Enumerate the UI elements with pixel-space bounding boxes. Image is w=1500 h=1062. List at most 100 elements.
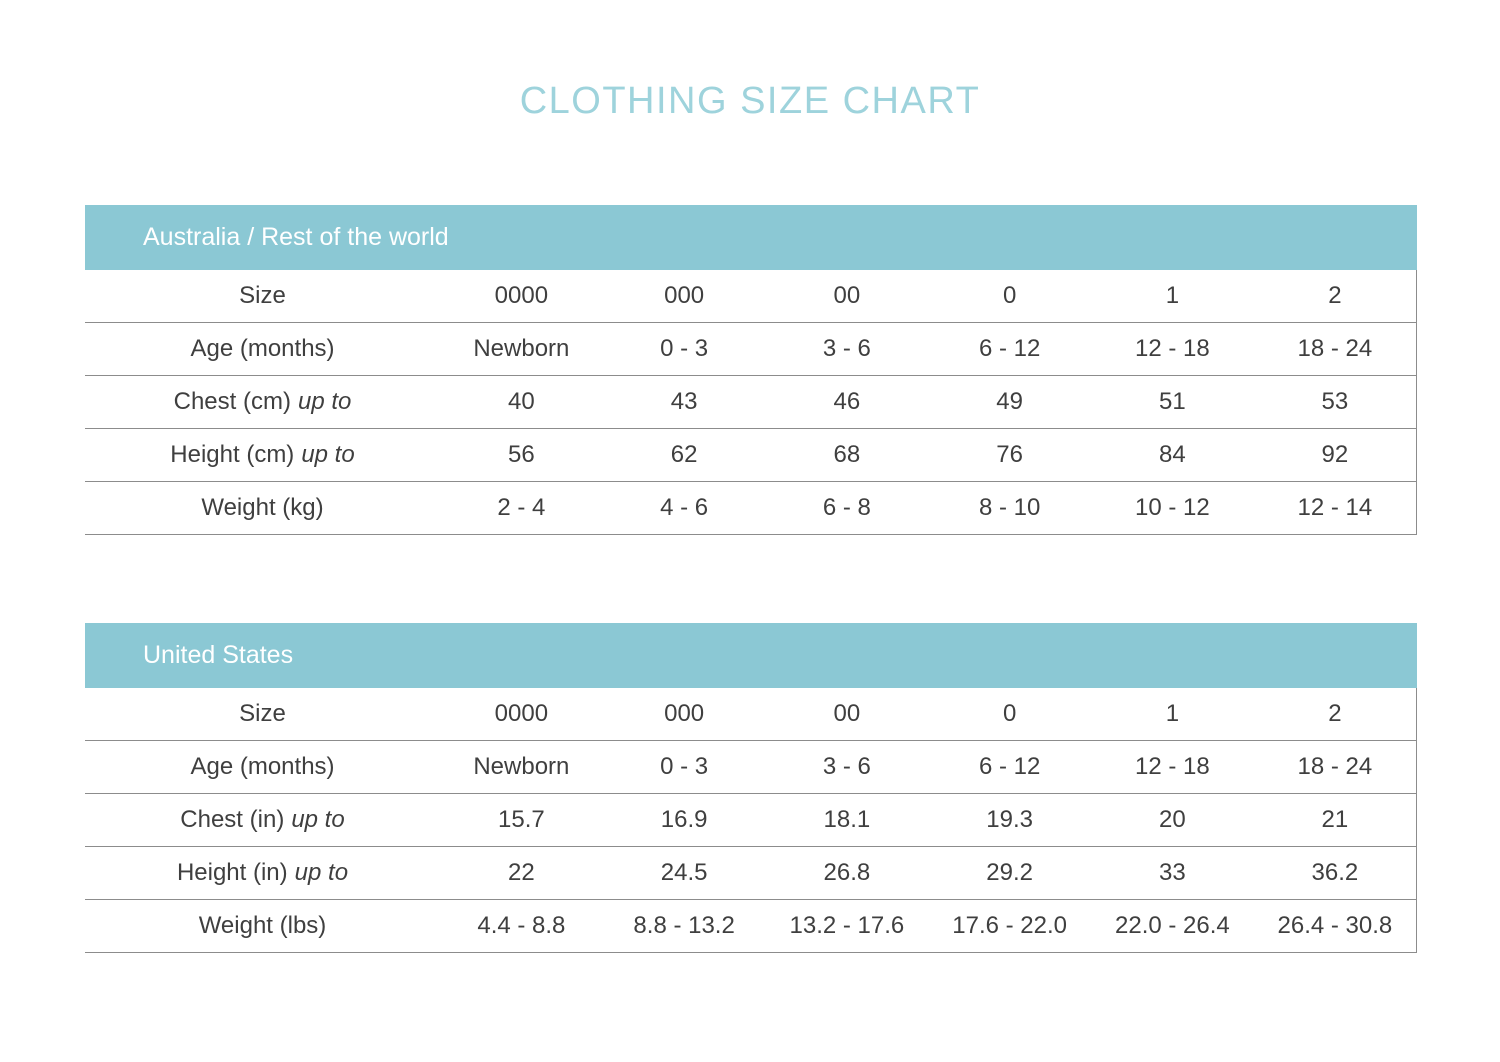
- table-cell: 18 - 24: [1253, 740, 1417, 794]
- table-cell: 92: [1253, 428, 1417, 482]
- table-section-united-states: United States Size 0000 000 00 0 1 2 Age (month…: [85, 623, 1417, 953]
- table-cell: 13.2 - 17.6: [765, 899, 929, 953]
- size-table-australia: Size 0000 000 00 0 1 2 Age (months) Newborn 0 - 3…: [85, 270, 1417, 535]
- table-cell: 24.5: [602, 846, 766, 900]
- row-label-text: Weight (lbs): [198, 912, 327, 939]
- table-cell: 62: [602, 428, 766, 482]
- table-row: Height (cm) up to 56 62 68 76 84 92: [85, 428, 1417, 482]
- table-cell: 8 - 10: [928, 481, 1091, 535]
- table-cell: 56: [440, 428, 603, 482]
- row-label-text: Height (in): [176, 859, 288, 886]
- table-cell: 000: [602, 270, 766, 323]
- row-label: Weight (kg): [85, 481, 440, 535]
- table-cell: 0: [928, 270, 1091, 323]
- row-label-qualifier: up to: [294, 859, 349, 886]
- table-cell: 22.0 - 26.4: [1091, 899, 1254, 953]
- table-cell: 6 - 8: [765, 481, 929, 535]
- table-cell: 29.2: [928, 846, 1091, 900]
- table-cell: Newborn: [440, 322, 603, 376]
- row-label: Age (months): [85, 322, 440, 376]
- table-cell: 2 - 4: [440, 481, 603, 535]
- row-label-text: Size: [239, 700, 286, 727]
- table-cell: 40: [440, 375, 603, 429]
- row-label: Height (cm) up to: [85, 428, 440, 482]
- row-label-text: Chest (cm): [173, 388, 291, 415]
- row-label: Size: [85, 270, 440, 323]
- row-label-text: Height (cm): [170, 441, 295, 468]
- table-row: Height (in) up to 22 24.5 26.8 29.2 33 36.2: [85, 846, 1417, 900]
- table-cell: 84: [1091, 428, 1254, 482]
- table-cell: 33: [1091, 846, 1254, 900]
- table-cell: 12 - 14: [1253, 481, 1417, 535]
- table-section-australia: Australia / Rest of the world Size 0000 00…: [85, 205, 1417, 535]
- table-row: Size 0000 000 00 0 1 2: [85, 270, 1417, 323]
- table-cell: 15.7: [440, 793, 603, 847]
- table-cell: 1: [1091, 270, 1254, 323]
- table-cell: 0: [928, 688, 1091, 741]
- table-row: Chest (cm) up to 40 43 46 49 51 53: [85, 375, 1417, 429]
- table-cell: 000: [602, 688, 766, 741]
- row-label-text: Size: [239, 282, 286, 309]
- table-cell: 43: [602, 375, 766, 429]
- row-label-text: Weight (kg): [201, 494, 324, 521]
- row-label: Height (in) up to: [85, 846, 440, 900]
- table-row: Size 0000 000 00 0 1 2: [85, 688, 1417, 741]
- table-cell: 49: [928, 375, 1091, 429]
- row-label-qualifier: up to: [291, 806, 345, 833]
- table-cell: Newborn: [440, 740, 603, 794]
- table-cell: 20: [1091, 793, 1254, 847]
- table-cell: 00: [765, 270, 929, 323]
- table-row: Weight (lbs) 4.4 - 8.8 8.8 - 13.2 13.2 - 17…: [85, 899, 1417, 953]
- table-cell: 17.6 - 22.0: [928, 899, 1091, 953]
- row-label-text: Age (months): [190, 335, 335, 362]
- table-cell: 0000: [440, 688, 603, 741]
- table-header-label: Australia / Rest of the world: [143, 223, 449, 251]
- row-label-text: Chest (in): [180, 806, 285, 833]
- table-header-united-states: United States: [85, 623, 1417, 688]
- table-cell: 1: [1091, 688, 1254, 741]
- table-cell: 0 - 3: [602, 740, 766, 794]
- table-cell: 26.8: [765, 846, 929, 900]
- row-label-qualifier: up to: [301, 441, 355, 468]
- table-cell: 6 - 12: [928, 740, 1091, 794]
- row-label-text: Age (months): [190, 753, 335, 780]
- table-cell: 22: [440, 846, 603, 900]
- table-cell: 18 - 24: [1253, 322, 1417, 376]
- table-cell: 76: [928, 428, 1091, 482]
- size-table-united-states: Size 0000 000 00 0 1 2 Age (months) Newborn 0 - 3…: [85, 688, 1417, 953]
- table-cell: 21: [1253, 793, 1417, 847]
- row-label: Chest (cm) up to: [85, 375, 440, 429]
- table-cell: 0 - 3: [602, 322, 766, 376]
- row-label: Chest (in) up to: [85, 793, 440, 847]
- row-label: Weight (lbs): [85, 899, 440, 953]
- row-label-qualifier: up to: [297, 388, 352, 415]
- table-header-australia: Australia / Rest of the world: [85, 205, 1417, 270]
- table-cell: 3 - 6: [765, 740, 929, 794]
- table-header-label: United States: [143, 641, 294, 669]
- table-cell: 2: [1253, 688, 1417, 741]
- table-cell: 18.1: [765, 793, 929, 847]
- row-label: Age (months): [85, 740, 440, 794]
- table-cell: 6 - 12: [928, 322, 1091, 376]
- table-cell: 10 - 12: [1091, 481, 1254, 535]
- table-cell: 51: [1091, 375, 1254, 429]
- page-title: CLOTHING SIZE CHART: [519, 80, 981, 122]
- table-cell: 12 - 18: [1091, 322, 1254, 376]
- table-cell: 26.4 - 30.8: [1253, 899, 1417, 953]
- table-cell: 2: [1253, 270, 1417, 323]
- table-cell: 12 - 18: [1091, 740, 1254, 794]
- table-cell: 4 - 6: [602, 481, 766, 535]
- table-cell: 00: [765, 688, 929, 741]
- table-cell: 46: [765, 375, 929, 429]
- table-cell: 53: [1253, 375, 1417, 429]
- table-cell: 3 - 6: [765, 322, 929, 376]
- table-cell: 36.2: [1253, 846, 1417, 900]
- table-cell: 19.3: [928, 793, 1091, 847]
- table-cell: 0000: [440, 270, 603, 323]
- table-cell: 8.8 - 13.2: [602, 899, 766, 953]
- table-cell: 4.4 - 8.8: [440, 899, 603, 953]
- row-label: Size: [85, 688, 440, 741]
